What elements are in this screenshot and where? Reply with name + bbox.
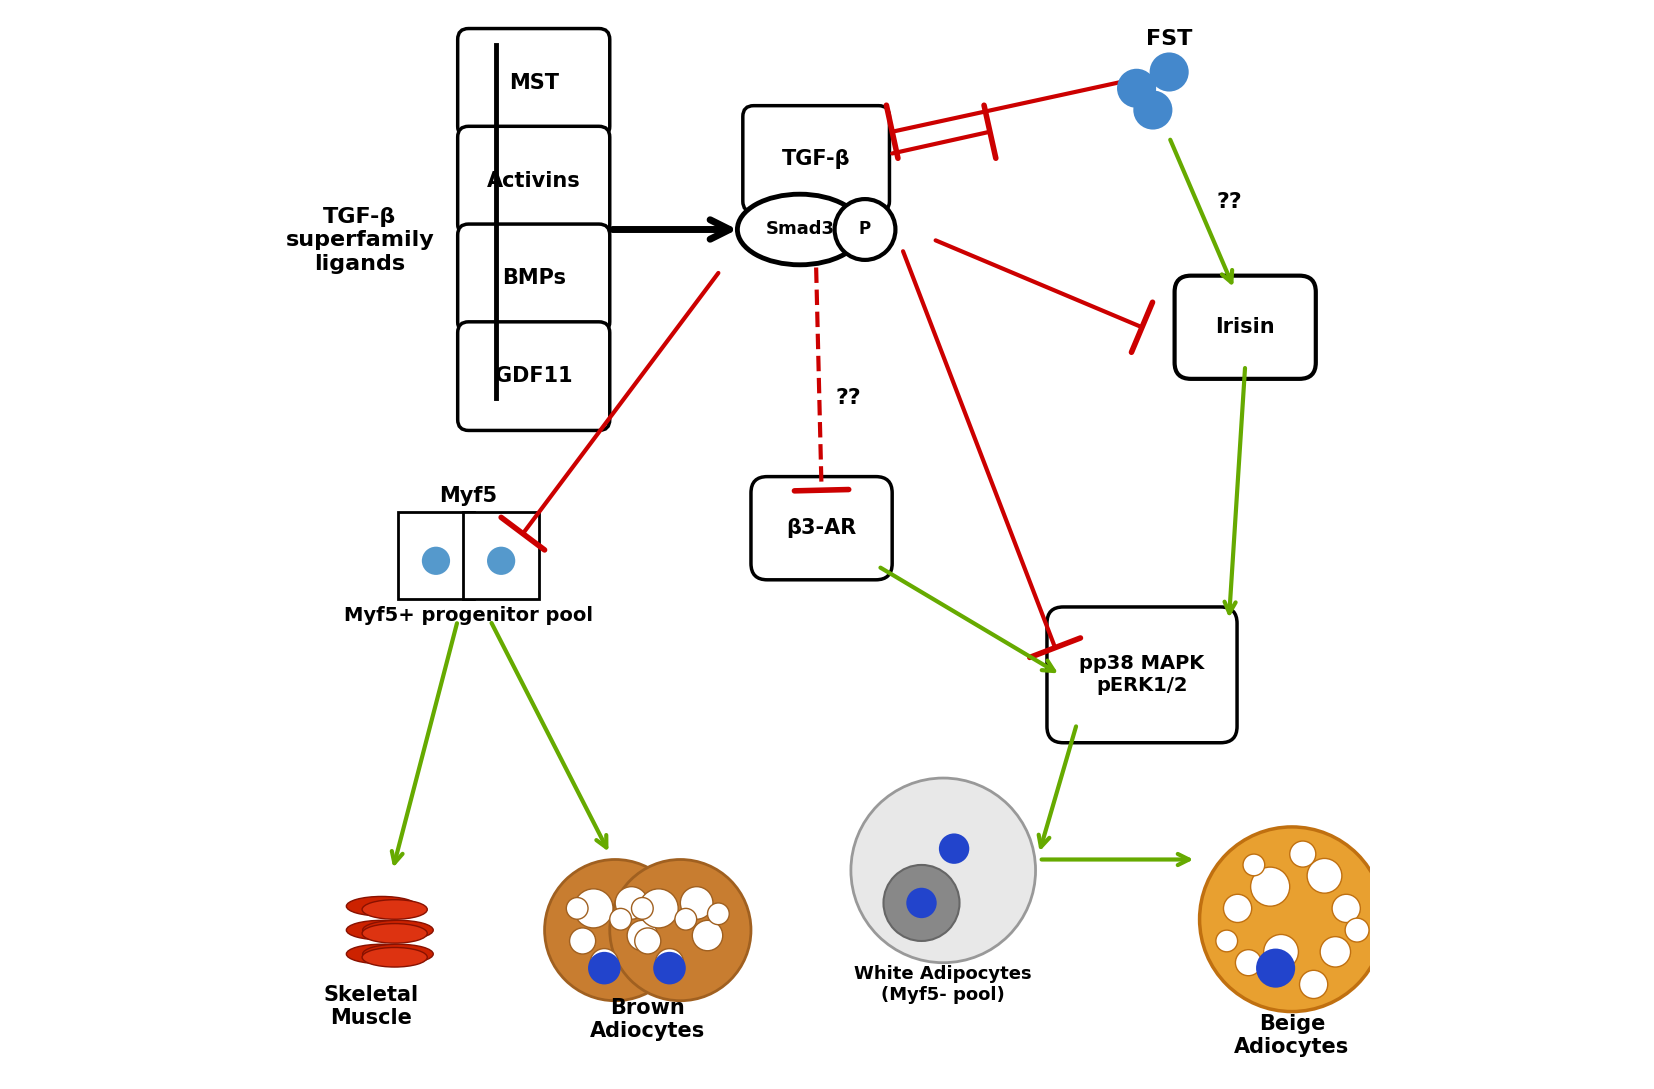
FancyBboxPatch shape — [458, 224, 610, 332]
Circle shape — [1290, 841, 1317, 867]
Text: β3-AR: β3-AR — [786, 518, 857, 538]
Text: FST: FST — [1146, 29, 1193, 49]
Circle shape — [1116, 69, 1156, 108]
Circle shape — [1150, 52, 1189, 91]
FancyBboxPatch shape — [458, 126, 610, 235]
Text: Myf5: Myf5 — [440, 486, 498, 505]
Circle shape — [422, 547, 450, 575]
Circle shape — [632, 897, 653, 919]
Ellipse shape — [362, 944, 433, 964]
Circle shape — [627, 920, 658, 951]
Circle shape — [1264, 934, 1298, 969]
Circle shape — [653, 952, 686, 984]
Circle shape — [589, 952, 620, 984]
Circle shape — [1236, 950, 1262, 976]
Text: Smad3: Smad3 — [766, 220, 834, 238]
FancyBboxPatch shape — [1174, 276, 1317, 379]
Text: P: P — [858, 220, 872, 238]
Circle shape — [1331, 894, 1360, 922]
Circle shape — [1224, 894, 1252, 922]
FancyBboxPatch shape — [399, 512, 475, 599]
Circle shape — [906, 888, 936, 918]
Text: GDF11: GDF11 — [495, 366, 572, 387]
Circle shape — [615, 886, 648, 919]
Circle shape — [675, 908, 696, 930]
FancyBboxPatch shape — [1047, 607, 1237, 743]
Circle shape — [1300, 970, 1328, 999]
Circle shape — [680, 886, 713, 919]
Ellipse shape — [346, 944, 417, 964]
Circle shape — [610, 859, 751, 1001]
Text: Irisin: Irisin — [1216, 317, 1275, 338]
Circle shape — [1255, 949, 1295, 988]
Text: BMPs: BMPs — [501, 268, 566, 289]
Text: Brown
Adiocytes: Brown Adiocytes — [590, 998, 705, 1041]
Circle shape — [1307, 858, 1341, 893]
Circle shape — [590, 949, 619, 977]
Circle shape — [1133, 90, 1173, 130]
FancyBboxPatch shape — [743, 106, 890, 212]
Circle shape — [1320, 937, 1351, 967]
Circle shape — [635, 928, 662, 954]
Circle shape — [1216, 930, 1237, 952]
Text: Beige
Adiocytes: Beige Adiocytes — [1234, 1014, 1350, 1057]
Circle shape — [574, 889, 614, 928]
Text: TGF-β: TGF-β — [782, 149, 850, 169]
Circle shape — [1345, 918, 1370, 942]
Text: Skeletal
Muscle: Skeletal Muscle — [323, 984, 418, 1028]
Ellipse shape — [362, 900, 427, 919]
Text: MST: MST — [509, 73, 559, 93]
Text: White Adipocytes
(Myf5- pool): White Adipocytes (Myf5- pool) — [855, 965, 1032, 1004]
Ellipse shape — [738, 194, 862, 265]
Ellipse shape — [346, 896, 417, 916]
Circle shape — [850, 778, 1035, 963]
Ellipse shape — [362, 947, 427, 967]
Circle shape — [1244, 854, 1265, 876]
Text: pp38 MAPK
pERK1/2: pp38 MAPK pERK1/2 — [1080, 654, 1204, 696]
Circle shape — [1199, 827, 1384, 1012]
Circle shape — [610, 908, 632, 930]
Circle shape — [835, 199, 895, 260]
Circle shape — [883, 865, 959, 941]
Circle shape — [1250, 867, 1290, 906]
Text: TGF-β
superfamily
ligands: TGF-β superfamily ligands — [286, 207, 435, 273]
Circle shape — [486, 547, 516, 575]
Ellipse shape — [346, 920, 417, 940]
Circle shape — [655, 949, 683, 977]
FancyBboxPatch shape — [463, 512, 539, 599]
Ellipse shape — [362, 923, 427, 943]
Ellipse shape — [362, 920, 433, 940]
Text: ??: ?? — [1216, 193, 1242, 212]
FancyBboxPatch shape — [458, 28, 610, 137]
Circle shape — [708, 903, 729, 925]
FancyBboxPatch shape — [751, 477, 892, 579]
Circle shape — [693, 920, 723, 951]
Circle shape — [642, 903, 663, 925]
Text: Myf5+ progenitor pool: Myf5+ progenitor pool — [344, 605, 594, 625]
Circle shape — [566, 897, 589, 919]
FancyBboxPatch shape — [458, 322, 610, 430]
Text: ??: ?? — [835, 388, 862, 408]
Circle shape — [544, 859, 686, 1001]
Circle shape — [569, 928, 595, 954]
Circle shape — [638, 889, 678, 928]
Circle shape — [939, 833, 969, 864]
Text: Activins: Activins — [486, 171, 581, 191]
